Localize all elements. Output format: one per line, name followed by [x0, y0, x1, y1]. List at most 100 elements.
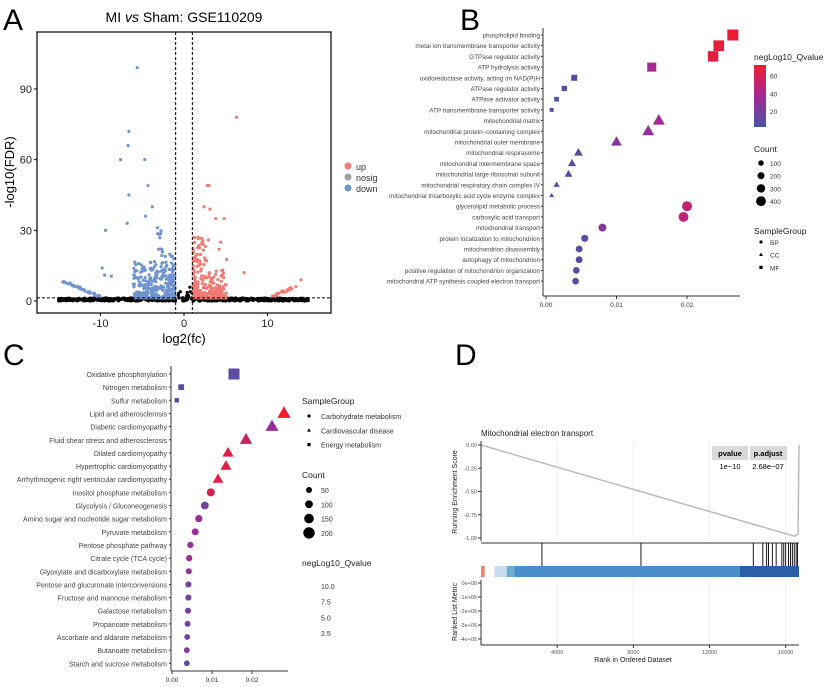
- data-point: [270, 294, 274, 298]
- data-point: [160, 274, 164, 278]
- data-point: [235, 115, 239, 119]
- data-point-circle: [184, 620, 191, 627]
- data-point: [214, 269, 218, 273]
- term-label: Nitrogen metabolism: [103, 385, 167, 392]
- term-label: Pyruvate metabolism: [102, 530, 168, 537]
- data-point: [202, 291, 206, 295]
- data-point: [139, 275, 143, 279]
- data-point: [171, 263, 175, 267]
- color-legend-label: 2.5: [321, 631, 331, 638]
- data-point: [133, 260, 137, 264]
- x-tick-label: 0.00: [166, 677, 179, 684]
- data-point: [143, 275, 147, 280]
- y-tick-label: -1.00: [464, 536, 477, 542]
- data-point: [132, 273, 136, 277]
- data-point: [277, 298, 281, 303]
- term-label: mitochondrial matrix: [484, 118, 541, 125]
- legend-swatch: [344, 173, 352, 181]
- data-point-circle: [575, 245, 583, 253]
- data-point: [170, 267, 174, 271]
- data-point: [147, 273, 151, 277]
- data-point: [293, 296, 298, 301]
- data-point-triangle: [652, 114, 665, 125]
- data-point-circle: [183, 647, 190, 654]
- data-point: [169, 273, 174, 277]
- data-point: [154, 280, 158, 284]
- term-label: Dilated cardiomyopathy: [94, 451, 168, 458]
- data-point: [85, 297, 89, 302]
- x-tick-label: 10: [261, 318, 273, 330]
- data-point: [100, 266, 104, 270]
- data-point: [273, 294, 277, 299]
- data-point: [219, 274, 223, 278]
- data-point: [82, 296, 86, 301]
- data-point: [90, 298, 94, 302]
- data-point: [178, 290, 182, 294]
- data-point: [219, 279, 223, 283]
- data-point-square: [307, 443, 311, 447]
- term-label: Diabetic cardiomyopathy: [90, 425, 167, 432]
- data-point: [213, 286, 217, 290]
- data-point: [192, 268, 196, 272]
- data-point: [162, 267, 166, 271]
- y-axis-label: Running Enrichment Score: [452, 450, 459, 534]
- data-point-circle: [759, 240, 763, 244]
- data-point: [158, 277, 162, 281]
- data-point: [152, 289, 156, 293]
- term-label: ATP transmembrane transporter activity: [429, 107, 541, 114]
- data-point: [155, 298, 159, 302]
- plot-border: [36, 31, 332, 314]
- y-tick-label: -0.25: [464, 466, 477, 472]
- term-label: mitochondrial large ribosomal subunit: [436, 172, 541, 179]
- x-axis-label: Rank in Ordered Dataset: [594, 657, 671, 664]
- data-point: [164, 274, 168, 278]
- shape-legend-label: MF: [770, 265, 779, 272]
- legend-swatch: [344, 184, 352, 192]
- size-legend-label: 300: [770, 186, 781, 193]
- table-header: p.adjust: [754, 449, 783, 458]
- data-point: [247, 298, 252, 302]
- data-point: [172, 257, 176, 261]
- data-point: [159, 269, 163, 273]
- data-point: [202, 205, 206, 209]
- x-tick-label: 0: [181, 318, 187, 330]
- data-point: [203, 276, 207, 280]
- y-tick-label: -0.50: [464, 490, 477, 496]
- data-point: [158, 236, 162, 240]
- y-tick-label: 30: [20, 225, 32, 237]
- data-point: [188, 290, 192, 294]
- data-point: [165, 263, 169, 267]
- term-label: carboxylic acid transport: [472, 214, 540, 221]
- data-point-triangle: [574, 147, 583, 156]
- y-tick-label: 60: [20, 155, 32, 167]
- panel-label-A: A: [3, 4, 23, 37]
- table-header: pvalue: [718, 449, 742, 458]
- data-point: [153, 284, 157, 288]
- size-legend-dot: [756, 196, 766, 207]
- data-point: [134, 275, 139, 280]
- data-point: [221, 271, 225, 276]
- data-point: [97, 294, 101, 298]
- data-point-square: [554, 96, 559, 102]
- data-point: [299, 299, 303, 303]
- term-label: mitochondrial ATP synthesis coupled elec…: [387, 279, 540, 286]
- y-tick-label: -1e+05: [460, 595, 477, 601]
- rank-strip-segment: [739, 566, 799, 577]
- data-point: [210, 278, 214, 283]
- data-point: [207, 183, 211, 188]
- data-point: [214, 288, 218, 292]
- data-point: [155, 226, 160, 230]
- data-point: [133, 294, 138, 298]
- data-point: [147, 299, 151, 303]
- data-point: [263, 298, 267, 302]
- data-point: [196, 283, 200, 287]
- term-label: Arrhythmogenic right ventricular cardiom…: [17, 477, 168, 484]
- x-tick-label: 8000: [627, 650, 639, 656]
- term-label: mitochondrion disassembly: [464, 247, 541, 254]
- data-point-circle: [572, 277, 579, 285]
- data-point-square: [174, 398, 180, 403]
- term-label: mitochondrial transport: [476, 225, 540, 232]
- data-point: [211, 275, 216, 279]
- data-point: [199, 252, 203, 256]
